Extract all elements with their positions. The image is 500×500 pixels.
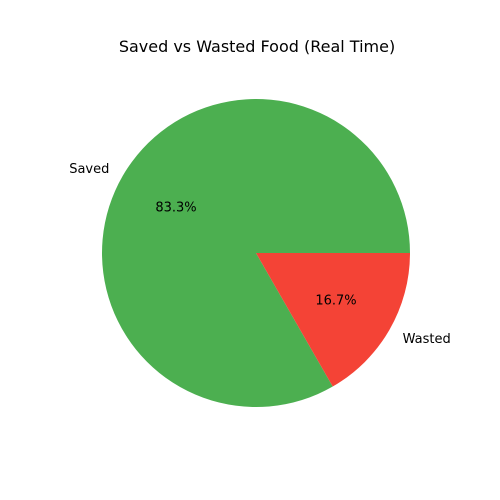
slice-percent-wasted: 16.7% xyxy=(315,293,356,308)
slice-label-wasted: Wasted xyxy=(403,332,451,347)
pie-slice-saved xyxy=(102,99,411,408)
chart-title: Saved vs Wasted Food (Real Time) xyxy=(119,37,395,56)
pie-slices xyxy=(102,99,411,408)
pie-labels: Saved 83.3% Wasted 16.7% xyxy=(69,162,451,347)
slice-percent-saved: 83.3% xyxy=(155,201,196,216)
slice-label-saved: Saved xyxy=(69,162,109,177)
pie-slice-wasted xyxy=(256,253,410,387)
